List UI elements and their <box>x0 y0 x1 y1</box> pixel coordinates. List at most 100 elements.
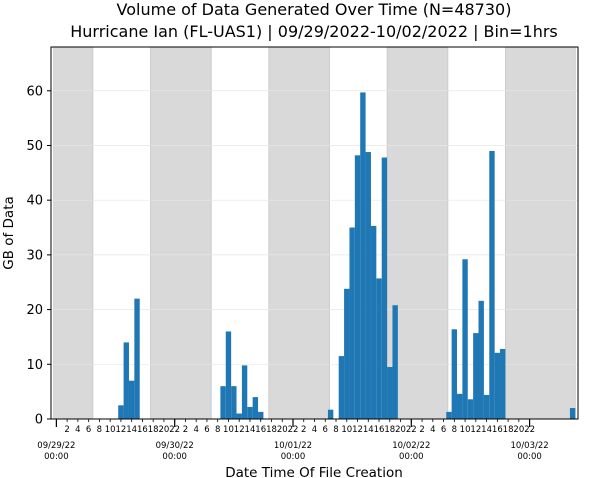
y-tick-label: 60 <box>26 84 43 99</box>
y-tick-label: 30 <box>26 248 43 263</box>
bar <box>236 413 242 419</box>
x-date-label: 09/30/22 <box>156 441 194 451</box>
bar <box>376 278 382 419</box>
bar <box>370 225 377 419</box>
x-hour-label: 8 <box>452 425 457 435</box>
bar <box>354 155 361 420</box>
bar <box>349 227 355 419</box>
x-hour-label: 6 <box>204 425 209 435</box>
bar <box>462 259 468 419</box>
x-hour-label: 12 <box>234 425 245 435</box>
x-hour-label: 22 <box>406 425 417 435</box>
x-date-label: 10/01/22 <box>274 441 312 451</box>
x-hour-label: 16 <box>492 425 503 435</box>
y-tick-label: 40 <box>26 194 43 209</box>
x-time-label: 00:00 <box>399 452 424 462</box>
night-band <box>53 46 94 420</box>
x-hour-label: 8 <box>97 425 102 435</box>
bar <box>128 380 135 419</box>
x-hour-label: 16 <box>255 425 266 435</box>
bar <box>381 157 388 419</box>
night-band <box>268 46 330 420</box>
x-hour-label: 22 <box>169 425 180 435</box>
x-hour-label: 8 <box>333 425 338 435</box>
chart-title: Volume of Data Generated Over Time (N=48… <box>117 0 512 19</box>
x-hour-label: 20 <box>159 425 170 435</box>
x-hour-label: 8 <box>215 425 220 435</box>
y-tick-label: 20 <box>26 303 43 318</box>
x-hour-label: 18 <box>148 425 159 435</box>
x-time-label: 00:00 <box>517 452 542 462</box>
x-date-label: 10/02/22 <box>392 441 430 451</box>
x-hour-label: 12 <box>115 425 126 435</box>
bar <box>241 365 248 419</box>
bar <box>473 333 479 419</box>
x-hour-label: 2 <box>183 425 188 435</box>
x-hour-label: 18 <box>266 425 277 435</box>
chart-subtitle: Hurricane Ian (FL-UAS1) | 09/29/2022-10/… <box>70 22 558 41</box>
bar <box>494 352 501 419</box>
x-date-label: 09/29/22 <box>37 441 75 451</box>
y-tick-label: 10 <box>26 358 43 373</box>
x-hour-label: 12 <box>470 425 481 435</box>
bar <box>489 150 495 420</box>
x-hour-label: 4 <box>430 425 435 435</box>
x-hour-label: 4 <box>312 425 317 435</box>
bar <box>220 386 226 419</box>
bar <box>457 393 463 419</box>
x-hour-label: 2 <box>64 425 69 435</box>
y-axis-ticks: 0 10 20 30 40 50 60 <box>26 84 51 428</box>
bar <box>387 367 393 419</box>
night-band <box>505 46 576 420</box>
x-hour-label: 10 <box>460 425 471 435</box>
x-hour-label: 20 <box>395 425 406 435</box>
x-hour-label: 18 <box>503 425 514 435</box>
x-hour-label: 6 <box>86 425 91 435</box>
bar <box>446 411 452 419</box>
x-hour-label: 14 <box>363 425 374 435</box>
bar <box>134 298 140 419</box>
x-hour-label: 20 <box>513 425 524 435</box>
x-hour-label: 14 <box>481 425 492 435</box>
night-band <box>150 46 212 420</box>
x-hour-label: 20 <box>277 425 288 435</box>
x-time-label: 00:00 <box>162 452 187 462</box>
x-axis-ticks: 2 4 6 8 10 12 14 16 18 20 22 2 4 6 8 10 12 14 16 18 20 22 2 4 6 8… <box>37 419 549 462</box>
x-hour-label: 2 <box>301 425 306 435</box>
bar <box>327 409 334 419</box>
bar <box>338 356 345 419</box>
x-hour-label: 22 <box>524 425 535 435</box>
bar <box>344 288 350 419</box>
x-hour-label: 6 <box>323 425 328 435</box>
bar <box>392 305 398 419</box>
x-axis-label: Date Time Of File Creation <box>225 465 403 478</box>
bars <box>118 92 576 420</box>
x-hour-label: 4 <box>75 425 80 435</box>
y-tick-label: 0 <box>35 413 43 428</box>
bar <box>225 331 232 419</box>
x-hour-label: 22 <box>288 425 299 435</box>
x-hour-label: 2 <box>419 425 424 435</box>
bar <box>252 397 259 419</box>
x-hour-label: 12 <box>352 425 363 435</box>
x-hour-label: 16 <box>137 425 148 435</box>
bar <box>467 399 474 419</box>
bar <box>360 92 366 419</box>
y-tick-label: 50 <box>26 139 43 154</box>
bar <box>365 152 371 420</box>
bar <box>231 386 237 419</box>
bar <box>118 405 124 419</box>
x-hour-label: 14 <box>126 425 137 435</box>
bar <box>483 394 490 419</box>
bar <box>247 406 253 419</box>
y-axis-label: GB of Data <box>1 196 17 270</box>
x-hour-label: 16 <box>374 425 385 435</box>
bar <box>451 329 458 419</box>
x-hour-label: 18 <box>384 425 395 435</box>
bar <box>258 411 264 419</box>
x-time-label: 00:00 <box>44 452 69 462</box>
x-date-label: 10/03/22 <box>511 441 549 451</box>
x-hour-label: 14 <box>245 425 256 435</box>
x-hour-label: 4 <box>193 425 198 435</box>
